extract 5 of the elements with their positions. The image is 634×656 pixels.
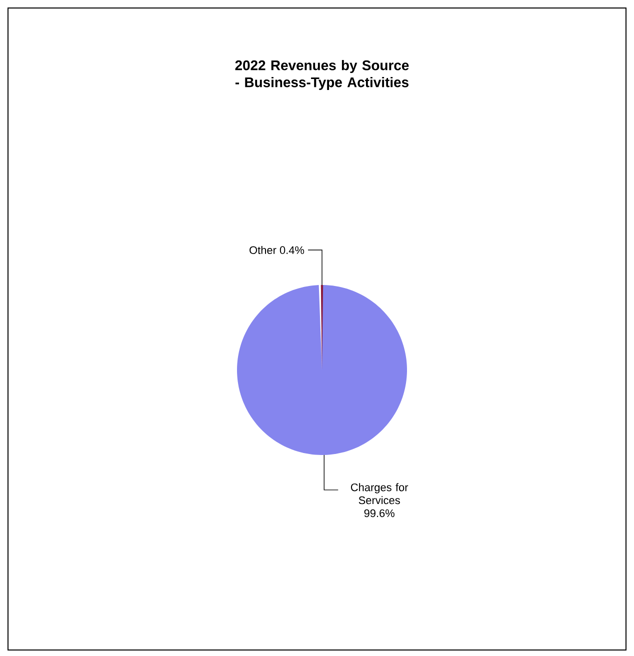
- slice-label: Charges for Services: [350, 483, 408, 504]
- data-label: 0.4%: [280, 246, 304, 254]
- slice-label: Other: [250, 246, 276, 254]
- data-label: 99.6%: [364, 509, 394, 518]
- chart-title: 2022 Revenues by Source - Business-Type Activities: [235, 60, 409, 90]
